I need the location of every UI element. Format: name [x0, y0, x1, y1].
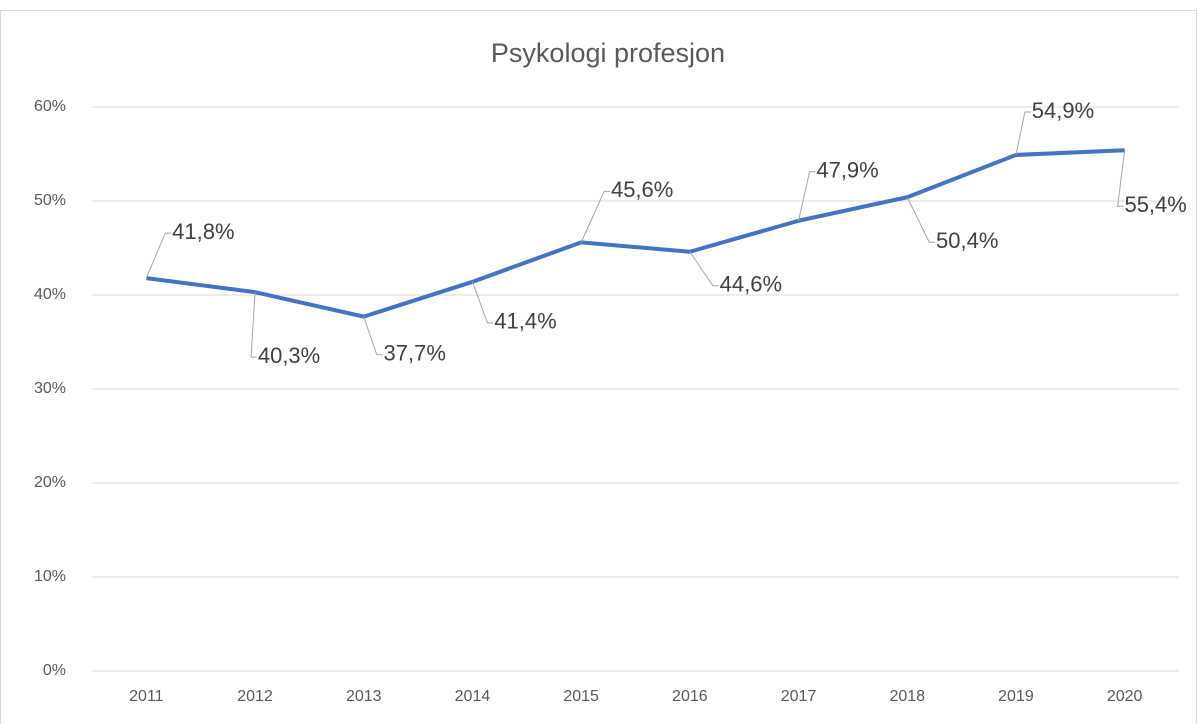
y-tick-label: 30%: [34, 380, 66, 397]
leader-line: [1117, 150, 1126, 207]
data-label: 37,7%: [384, 340, 446, 365]
y-tick-label: 40%: [34, 286, 66, 303]
data-label: 50,4%: [936, 228, 998, 253]
leader-line: [1015, 111, 1031, 156]
y-tick-label: 10%: [34, 568, 66, 585]
data-label: 55,4%: [1124, 192, 1186, 217]
x-tick-label: 2016: [672, 688, 708, 705]
leader-line: [363, 316, 383, 356]
data-label: 44,6%: [720, 272, 782, 297]
x-tick-label: 2011: [129, 688, 164, 705]
data-label: 54,9%: [1032, 98, 1094, 123]
y-tick-label: 0%: [43, 662, 66, 679]
leader-line: [906, 197, 936, 243]
data-label: 47,9%: [816, 158, 878, 183]
data-label: 40,3%: [258, 343, 320, 368]
leader-line: [798, 171, 816, 221]
chart-title: Psykologi profesjon: [491, 38, 725, 68]
leader-line: [580, 190, 611, 243]
x-tick-label: 2012: [237, 688, 273, 705]
x-tick-label: 2015: [563, 688, 599, 705]
data-label: 41,8%: [172, 219, 234, 244]
leader-line: [145, 232, 172, 279]
leader-line: [471, 281, 494, 324]
data-label: 45,6%: [611, 177, 673, 202]
line: [146, 148, 1125, 319]
x-tick-label: 2013: [346, 688, 382, 705]
y-tick-label: 60%: [34, 98, 66, 115]
x-tick-label: 2014: [455, 688, 491, 705]
y-tick-label: 50%: [34, 192, 66, 209]
x-tick-label: 2018: [889, 688, 925, 705]
chart-frame: [0, 10, 1197, 724]
leader-line: [250, 292, 258, 358]
x-tick-label: 2019: [998, 688, 1034, 705]
data-label: 41,4%: [494, 309, 556, 334]
x-tick-label: 2017: [781, 688, 817, 705]
leader-line: [689, 251, 719, 287]
x-tick-label: 2020: [1107, 688, 1143, 705]
y-tick-label: 20%: [34, 474, 66, 491]
